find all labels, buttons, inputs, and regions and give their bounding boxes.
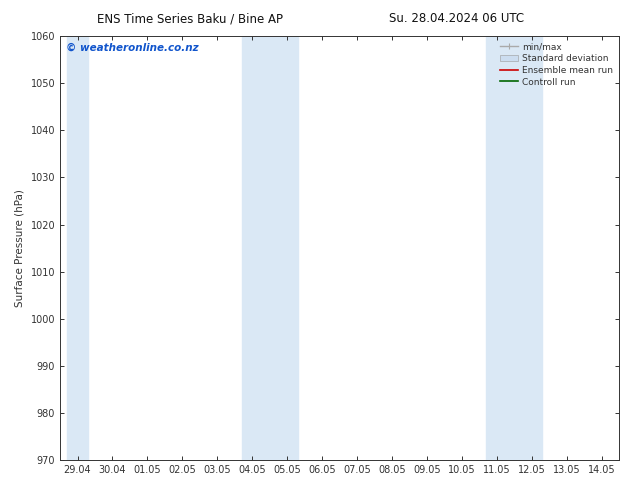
Bar	[67, 36, 88, 460]
Legend: min/max, Standard deviation, Ensemble mean run, Controll run: min/max, Standard deviation, Ensemble me…	[496, 39, 616, 90]
Bar	[242, 36, 297, 460]
Text: © weatheronline.co.nz: © weatheronline.co.nz	[66, 43, 198, 52]
Bar	[486, 36, 542, 460]
Y-axis label: Surface Pressure (hPa): Surface Pressure (hPa)	[15, 189, 25, 307]
Text: ENS Time Series Baku / Bine AP: ENS Time Series Baku / Bine AP	[97, 12, 283, 25]
Text: Su. 28.04.2024 06 UTC: Su. 28.04.2024 06 UTC	[389, 12, 524, 25]
